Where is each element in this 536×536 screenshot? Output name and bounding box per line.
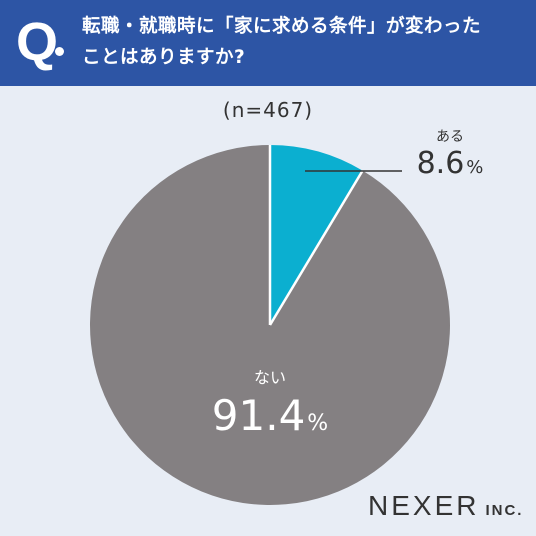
- slice-label-yes-name: ある: [436, 129, 464, 145]
- logo-sub-text: INC.: [485, 502, 524, 519]
- q-mark: Q: [16, 12, 59, 72]
- slice-label-yes: ある 8.6%: [395, 126, 505, 186]
- slice-label-yes-number: 8.6: [416, 146, 465, 181]
- slice-label-no-name: ない: [253, 368, 286, 387]
- logo-main-text: NEXER: [368, 490, 480, 521]
- slice-label-no-number: 91.4: [211, 391, 306, 440]
- slice-separator-1: [268, 170, 364, 326]
- slice-label-no-value: 91.4%: [170, 390, 370, 450]
- nexer-logo: NEXER INC.: [368, 490, 523, 522]
- question-header: Q 転職・就職時に「家に求める条件」が変わった ことはありますか?: [0, 0, 536, 86]
- sample-size: (n=467): [222, 98, 314, 122]
- q-dot: [55, 47, 64, 56]
- pie-slice-0: [270, 145, 363, 325]
- slice-label-yes-value: 8.6%: [395, 146, 505, 186]
- slice-label-no: ない 91.4%: [170, 366, 370, 450]
- slice-label-no-unit: %: [307, 411, 329, 436]
- slice-label-yes-unit: %: [466, 157, 484, 178]
- question-text: 転職・就職時に「家に求める条件」が変わった ことはありますか?: [82, 16, 482, 68]
